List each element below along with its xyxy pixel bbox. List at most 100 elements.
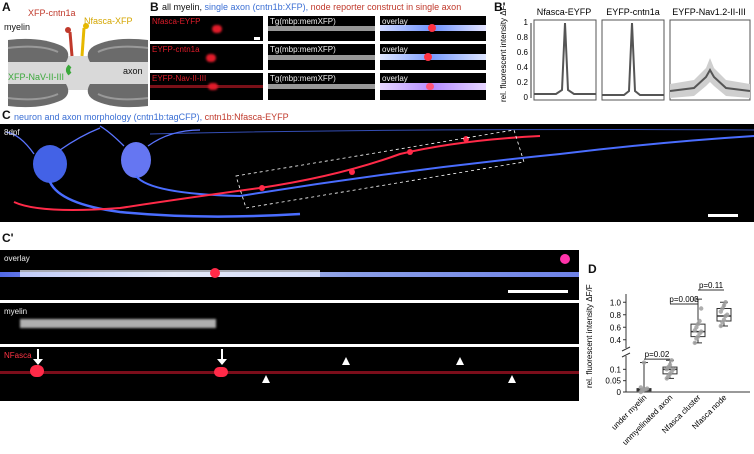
d-data-point: [718, 323, 723, 329]
axon-red: [13, 135, 541, 211]
panel-d-label: D: [588, 262, 597, 276]
b-prime-tick-2: 0.4: [517, 63, 529, 72]
panel-b-legend: all myelin, single axon (cntn1b:XFP), no…: [162, 2, 461, 12]
b-row2-red-label: EYFP-cntn1a: [152, 45, 200, 54]
b-row2-overlay-label: overlay: [382, 45, 408, 54]
b-prime-title-1: Nfasca-EYFP: [537, 7, 592, 17]
b-prime-ylabel: rel. fluorescent intensity ΔF/F: [499, 6, 508, 102]
b-row2-overlay: [380, 44, 486, 70]
d-axis-break-2: [621, 352, 631, 358]
panel-c-label: C: [2, 108, 11, 122]
b-row2-red: [150, 44, 263, 70]
axon-text: axon: [123, 66, 143, 76]
b-prime-tick-5: 1: [524, 18, 529, 27]
d-ylabel: rel. fluorescent intensity ΔF/F: [585, 284, 594, 388]
nav-marker: [66, 64, 72, 76]
b-row1-overlay-label: overlay: [382, 17, 408, 26]
d-data-point: [692, 340, 697, 346]
b-prime-tick-4: 0.8: [517, 33, 529, 42]
c-prime-myelin-label: myelin: [4, 307, 28, 316]
b-row1-red-label: Nfasca-EYFP: [152, 17, 201, 26]
axon-blue-2: [135, 135, 754, 198]
b-row2-gray-label: Tg(mbp:memXFP): [270, 45, 336, 54]
nav-text: XFP-NaV-II-III: [8, 72, 65, 82]
d-data-point: [725, 312, 730, 317]
nfasca-text: Nfasca-XFP: [84, 16, 133, 26]
c-prime-myelin-row: myelin: [0, 303, 579, 344]
d-pvalue-label: p=0.02: [645, 350, 670, 359]
d-data-point: [692, 296, 697, 302]
d-pvalue-label: p=0.003: [669, 295, 699, 304]
b-row3-red: [150, 73, 263, 100]
c-scale-bar: [708, 214, 738, 217]
nfasca-marker: [80, 27, 86, 57]
d-data-point: [723, 300, 728, 305]
b-row3-overlay: [380, 73, 486, 100]
b-prime-tick-1: 0.2: [517, 78, 529, 87]
inset-box: [235, 129, 525, 209]
b-row1-gray-label: Tg(mbp:memXFP): [270, 17, 336, 26]
d-tick-label: 0: [617, 388, 622, 397]
nfasca-arrows: [33, 349, 516, 383]
b-row3-overlay-label: overlay: [382, 74, 408, 83]
b-row1-gray: [268, 16, 375, 41]
axon-blue-1: [48, 181, 301, 218]
b-prime-yticks: 0 0.2 0.4 0.6 0.8 1: [517, 18, 529, 102]
b-row2-gray: [268, 44, 375, 70]
d-data-point: [721, 317, 727, 322]
d-data-point: [671, 367, 676, 372]
b-prime-band-3: [670, 58, 750, 98]
d-data-point: [699, 329, 704, 334]
myelin-left: [8, 38, 69, 62]
axon-node-schematic: [7, 23, 149, 108]
b-row1-red: [150, 16, 263, 41]
c-neuron-drawing: [5, 125, 754, 218]
c-age-label: 8dpf: [4, 128, 20, 137]
d-axis-break-1: [621, 346, 631, 352]
b-row3-red-label: EYFP-Nav-II-III: [152, 74, 207, 83]
b-prime-box-2: [601, 19, 665, 101]
b-prime-tick-0: 0: [524, 93, 529, 102]
b-prime-title-2: EYFP-cntn1a: [606, 7, 660, 17]
myelin-left-bottom: [8, 84, 69, 108]
b-prime-tick-3: 0.6: [517, 48, 529, 57]
b-scale-bar: [254, 37, 260, 40]
d-tick-label: 0.6: [610, 323, 622, 332]
c-prime-nfasca-row: NFasca: [0, 347, 579, 401]
d-tick-label: 0.8: [610, 311, 622, 320]
legend-reporter: node reporter construct in single axon: [310, 2, 462, 12]
d-category-label: unmyelinated axon: [621, 393, 675, 447]
d-data-point: [645, 386, 650, 391]
d-tick-label: 1.0: [610, 298, 622, 307]
b-prime-title-3: EYFP-Nav1.2-II-III: [672, 7, 746, 17]
b-row3-gray-label: Tg(mbp:memXFP): [270, 74, 336, 83]
b-prime-box-3: [669, 19, 751, 101]
c-title-red: cntn1b:Nfasca-EYFP: [204, 112, 289, 122]
panel-a-label: A: [2, 0, 11, 14]
d-data-point: [699, 306, 704, 311]
legend-single-axon: single axon (cntn1b:XFP),: [204, 2, 309, 12]
d-data-point: [697, 318, 702, 324]
panel-b-label: B: [150, 0, 159, 14]
d-tick-label: 0.1: [610, 365, 622, 374]
c-title-blue: neuron and axon morphology (cntn1b:tagCF…: [14, 112, 203, 122]
d-tick-label: 0.05: [605, 377, 621, 386]
cntn1a-text: XFP-cntn1a: [28, 8, 76, 18]
b-prime-trace-2: [602, 22, 664, 96]
legend-all-myelin: all myelin,: [162, 2, 203, 12]
d-data-point: [669, 358, 674, 363]
d-data-point: [641, 360, 647, 365]
neuron-2-soma: [121, 142, 151, 178]
myelin-right: [87, 38, 148, 62]
b-prime-trace-1: [534, 22, 596, 95]
b-prime-trace-3: [669, 67, 751, 92]
d-tick-label: 0.4: [610, 336, 622, 345]
b-row1-overlay: [380, 16, 486, 41]
c-prime-nfasca-label: NFasca: [4, 351, 32, 360]
d-data-point: [640, 387, 645, 392]
c-image: 8dpf: [0, 124, 754, 222]
c-prime-overlay-label: overlay: [4, 254, 30, 263]
b-prime-plots: rel. fluorescent intensity ΔF/F 0 0.2 0.…: [499, 6, 751, 102]
myelin-right-bottom: [87, 84, 148, 108]
b-prime-box-1: [533, 19, 597, 101]
